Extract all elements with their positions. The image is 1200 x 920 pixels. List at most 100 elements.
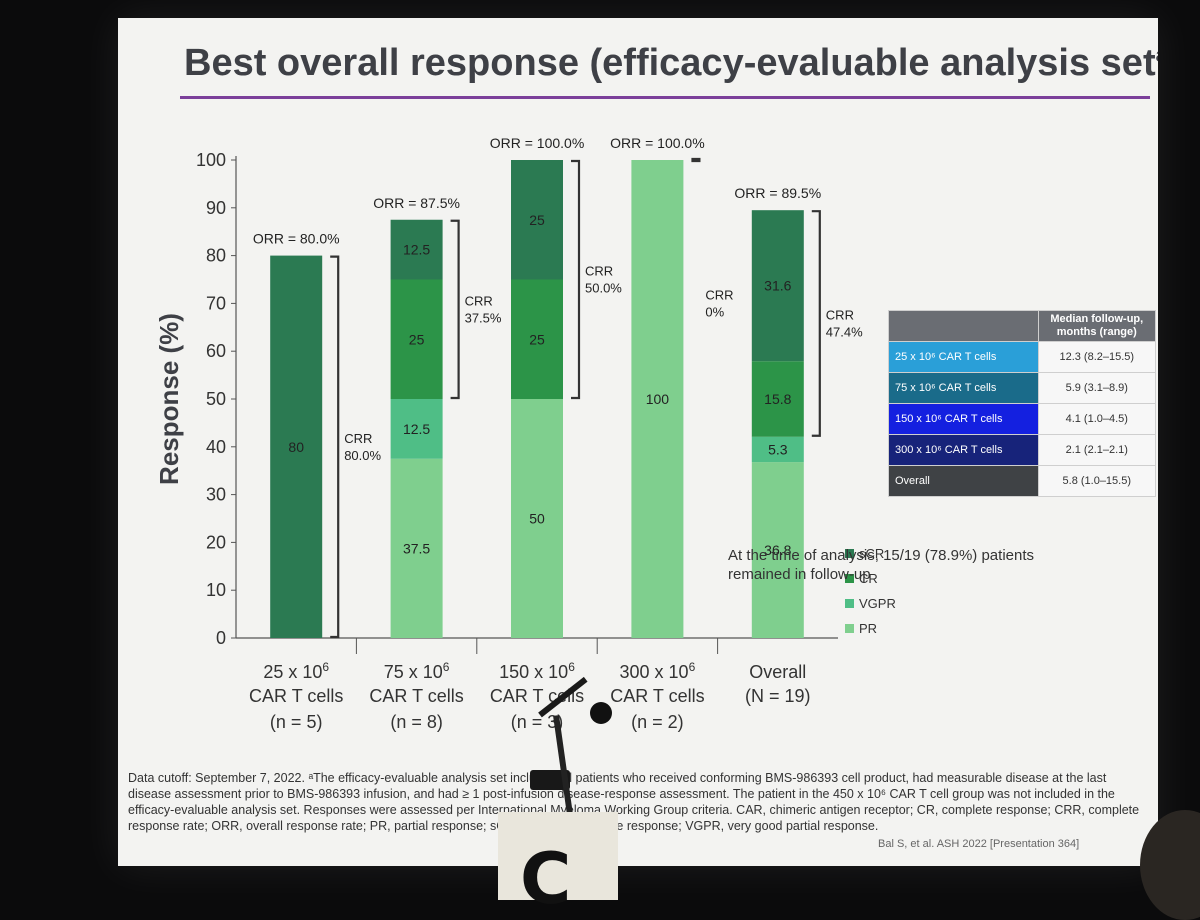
presentation-slide: Best overall response (efficacy-evaluabl… [118,18,1158,866]
category-label-line3: (n = 5) [270,712,323,732]
bar-value-label: 50 [529,511,545,527]
category-label-line2: CAR T cells [249,686,343,706]
table-row-value: 5.8 (1.0–15.5) [1037,465,1157,497]
table-header-row: Median follow-up, months (range) [888,310,1157,342]
crr-value: 50.0% [585,281,622,296]
bar-segment-pr [751,462,804,638]
legend-swatch-vgpr [845,599,854,608]
orr-label: ORR = 80.0% [253,231,340,247]
category-label-sup: 6 [322,660,329,674]
y-tick-label: 0 [216,628,226,648]
category-label-base: Overall [749,662,806,682]
crr-value: 80.0% [344,448,381,463]
slide-title: Best overall response (efficacy-evaluabl… [184,42,1158,85]
crr-label: CRR [826,307,854,322]
y-tick-label: 90 [206,198,226,218]
slide-title-text: Best overall response (efficacy-evaluabl… [184,42,1156,84]
table-row-label: 300 x 10⁶ CAR T cells [888,434,1039,466]
bar-segment-pr [511,399,563,638]
bar-value-label: 37.5 [403,540,430,556]
footnote: Data cutoff: September 7, 2022. ᵃThe eff… [128,771,1140,833]
crr-label: CRR [465,293,493,308]
y-tick-label: 80 [206,246,226,266]
table-body: 25 x 10⁶ CAR T cells 12.3 (8.2–15.5) 75 x … [888,341,1157,497]
category-label-base: 25 x 10 [263,662,322,682]
table-row-label: 150 x 10⁶ CAR T cells [888,403,1039,435]
orr-label: ORR = 89.5% [734,185,821,201]
crr-label: CRR [705,287,733,302]
bar-segment-cr [390,279,443,399]
y-tick-label: 40 [206,437,226,457]
bar-segment-vgpr [751,436,804,463]
bar-value-label: 15.8 [764,391,791,407]
bar-value-label: 31.6 [764,278,791,294]
table-row-value: 2.1 (2.1–2.1) [1037,434,1157,466]
crr-value: 47.4% [826,324,863,339]
category-label-sup: 6 [443,660,450,674]
bar-segment-scr [270,255,323,638]
bar-value-label: 80 [288,439,304,455]
table-row: 300 x 10⁶ CAR T cells 2.1 (2.1–2.1) [888,434,1157,466]
bar-segment-scr [511,160,563,280]
bar-segment-scr [751,210,804,362]
legend-swatch-scr [845,549,854,558]
crr-bracket [811,210,821,437]
category-label-sup: 6 [568,660,575,674]
category-label-base: 75 x 10 [384,662,443,682]
mic-base [530,770,570,790]
orr-label: ORR = 100.0% [490,135,585,151]
title-superscript: a [1156,44,1158,66]
y-tick-label: 20 [206,532,226,552]
y-tick-label: 60 [206,341,226,361]
table-row: 150 x 10⁶ CAR T cells 4.1 (1.0–4.5) [888,403,1157,435]
bar-value-label: 100 [646,391,670,407]
orr-label: ORR = 87.5% [373,195,460,211]
category-label-base: 150 x 10 [499,662,568,682]
citation: Bal S, et al. ASH 2022 [Presentation 364… [878,838,1080,850]
category-label-line2: CAR T cells [610,686,704,706]
category-label-line2: CAR T cells [369,686,463,706]
bar-segment-pr [631,160,684,638]
bar-segment-vgpr [390,399,443,459]
bar-segment-scr [390,219,443,280]
y-tick-label: 50 [206,389,226,409]
y-axis-title: Response (%) [154,313,184,485]
crr-bracket [691,157,701,163]
bar-value-label: 36.8 [764,542,791,558]
podium-letter: C [520,838,572,920]
bar-value-label: 25 [409,331,425,347]
stacked-bar-chart: 0 10 20 30 40 50 60 70 80 90 100 Response (%) 80 ORR … [154,135,896,732]
category-label-line3: (n = 8) [390,712,443,732]
crr-value: 37.5% [465,310,502,325]
category-label: 300 x 106 [620,660,696,682]
crr-label: CRR [344,431,372,446]
category-label: Overall [749,662,806,682]
y-tick-label: 30 [206,485,226,505]
table-row-label: Overall [888,465,1039,497]
podium [498,812,618,900]
crr-bracket [330,255,340,639]
bar-value-label: 12.5 [403,242,430,258]
crr-bracket [450,219,460,400]
category-label-base: 300 x 10 [620,662,689,682]
legend-label: sCR [859,546,884,561]
category-label: 75 x 106 [384,660,450,682]
category-label: 150 x 106 [499,660,575,682]
category-label-sup: 6 [689,660,696,674]
legend-label: VGPR [859,596,896,611]
bar-value-label: 12.5 [403,421,430,437]
orr-label: ORR = 100.0% [610,135,705,151]
bar-segment-pr [390,458,443,638]
bar-segment-cr [751,361,804,437]
bar-segment-cr [511,279,563,399]
title-underline [180,96,1150,99]
bar-value-label: 25 [529,212,545,228]
microphone [590,702,612,724]
y-tick-label: 70 [206,293,226,313]
y-tick-label: 10 [206,580,226,600]
table-row-value: 12.3 (8.2–15.5) [1037,341,1157,373]
crr-label: CRR [585,264,613,279]
bar-value-label: 25 [529,331,545,347]
table-row-value: 4.1 (1.0–4.5) [1037,403,1157,435]
legend-label: CR [859,571,878,586]
